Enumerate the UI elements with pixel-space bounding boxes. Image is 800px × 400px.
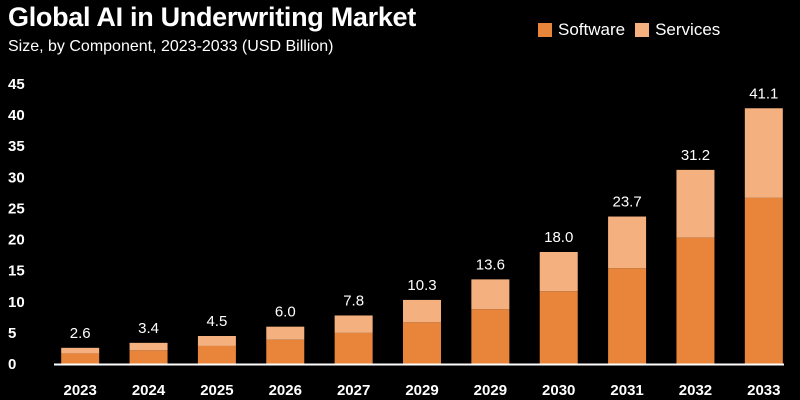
legend-item-services: Services bbox=[635, 20, 720, 40]
bar-segment-services bbox=[744, 108, 783, 198]
bar-segment-services bbox=[539, 252, 578, 292]
x-tick-label: 2033 bbox=[747, 382, 780, 399]
bar-segment-software bbox=[334, 332, 373, 364]
total-labels: 2.6 3.4 4.5 6.0 7.8 10.3 13.6 18.0 23.7 31.2 41.1 bbox=[70, 85, 779, 342]
bar-segment-services bbox=[608, 216, 647, 269]
bar-total-label: 18.0 bbox=[544, 229, 573, 246]
x-tick-label: 2023 bbox=[63, 382, 96, 399]
bar-segment-services bbox=[129, 342, 168, 351]
bar-segment-software bbox=[197, 345, 236, 364]
bar-segment-software bbox=[266, 339, 305, 364]
chart-legend: Software Services bbox=[538, 20, 720, 40]
y-tick-label: 25 bbox=[8, 200, 25, 217]
bar-total-label: 10.3 bbox=[407, 277, 436, 294]
bar-total-label: 2.6 bbox=[70, 325, 91, 342]
bar-segment-software bbox=[608, 268, 647, 364]
bar-segment-services bbox=[471, 279, 510, 310]
bar-segment-software bbox=[61, 353, 100, 364]
bar-segment-services bbox=[197, 336, 236, 346]
chart-title: Global AI in Underwriting Market bbox=[8, 2, 416, 32]
y-tick-label: 15 bbox=[8, 263, 25, 280]
x-tick-label: 2029 bbox=[405, 382, 438, 399]
bar-segment-software bbox=[676, 237, 715, 364]
x-tick-label: 2027 bbox=[337, 382, 370, 399]
legend-item-software: Software bbox=[538, 20, 625, 40]
bar-segment-software bbox=[129, 350, 168, 364]
y-tick-label: 20 bbox=[8, 232, 25, 249]
bar-total-label: 6.0 bbox=[275, 304, 296, 321]
legend-swatch-software bbox=[538, 23, 552, 37]
bar-segment-services bbox=[403, 299, 441, 323]
bar-total-label: 7.8 bbox=[343, 292, 364, 309]
y-tick-label: 30 bbox=[8, 169, 25, 186]
bar-segment-services bbox=[266, 326, 305, 340]
x-tick-label: 2029 bbox=[474, 382, 507, 399]
y-tick-label: 5 bbox=[8, 325, 16, 342]
y-tick-label: 40 bbox=[8, 107, 25, 124]
bar-segment-software bbox=[539, 291, 578, 364]
y-tick-label: 45 bbox=[8, 76, 25, 93]
bar-segment-services bbox=[334, 315, 373, 333]
bar-segment-software bbox=[403, 322, 441, 364]
bars-group bbox=[61, 108, 783, 364]
bar-segment-services bbox=[676, 169, 715, 238]
legend-swatch-services bbox=[635, 23, 650, 37]
x-tick-label: 2031 bbox=[610, 382, 643, 399]
bar-total-label: 31.2 bbox=[681, 147, 710, 164]
bar-total-label: 13.6 bbox=[476, 256, 505, 273]
x-tick-label: 2032 bbox=[679, 382, 712, 399]
y-tick-label: 35 bbox=[8, 138, 25, 155]
bar-total-label: 41.1 bbox=[749, 85, 778, 102]
y-axis: 0 5 10 15 20 25 30 35 40 45 bbox=[8, 76, 25, 373]
chart-subtitle: Size, by Component, 2023-2033 (USD Billi… bbox=[8, 38, 334, 55]
bar-segment-software bbox=[744, 197, 783, 364]
x-tick-label: 2030 bbox=[542, 382, 575, 399]
y-tick-label: 10 bbox=[8, 294, 25, 311]
legend-label-software: Software bbox=[558, 20, 626, 39]
x-tick-label: 2025 bbox=[200, 382, 233, 399]
x-axis: 2023 2024 2025 2026 2027 2029 2029 2030 2031 2032… bbox=[54, 363, 784, 399]
legend-label-services: Services bbox=[655, 20, 721, 39]
bar-segment-software bbox=[471, 309, 510, 364]
x-tick-label: 2026 bbox=[269, 382, 302, 399]
bar-total-label: 4.5 bbox=[206, 313, 227, 330]
bar-total-label: 3.4 bbox=[138, 320, 159, 337]
x-tick-label: 2024 bbox=[132, 382, 166, 399]
y-tick-label: 0 bbox=[8, 356, 16, 373]
bar-total-label: 23.7 bbox=[612, 194, 641, 211]
bar-segment-services bbox=[61, 347, 100, 354]
